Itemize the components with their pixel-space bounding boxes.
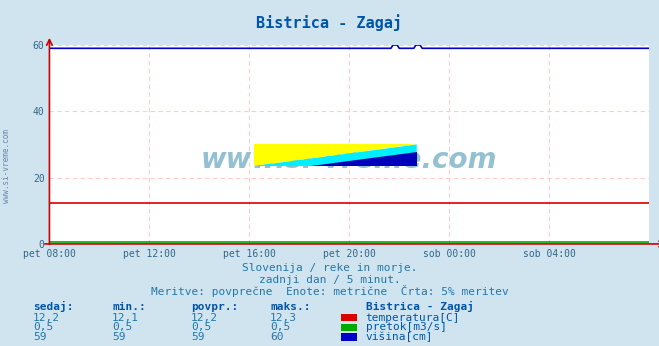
Polygon shape — [254, 145, 416, 166]
Text: 12,1: 12,1 — [112, 313, 139, 322]
Text: 0,5: 0,5 — [270, 322, 291, 332]
Text: temperatura[C]: temperatura[C] — [366, 313, 460, 322]
Text: 59: 59 — [33, 332, 46, 342]
Text: 59: 59 — [191, 332, 204, 342]
Text: povpr.:: povpr.: — [191, 302, 239, 312]
Text: 0,5: 0,5 — [112, 322, 132, 332]
Text: 12,3: 12,3 — [270, 313, 297, 322]
Text: 0,5: 0,5 — [191, 322, 212, 332]
Polygon shape — [311, 152, 416, 166]
Text: 0,5: 0,5 — [33, 322, 53, 332]
Text: Slovenija / reke in morje.: Slovenija / reke in morje. — [242, 263, 417, 273]
Text: www.si-vreme.com: www.si-vreme.com — [201, 146, 498, 174]
Polygon shape — [254, 145, 416, 166]
Text: pretok[m3/s]: pretok[m3/s] — [366, 322, 447, 332]
Text: 60: 60 — [270, 332, 283, 342]
Text: 12,2: 12,2 — [33, 313, 60, 322]
Text: min.:: min.: — [112, 302, 146, 312]
Text: Meritve: povprečne  Enote: metrične  Črta: 5% meritev: Meritve: povprečne Enote: metrične Črta:… — [151, 285, 508, 297]
Text: 12,2: 12,2 — [191, 313, 218, 322]
Text: 59: 59 — [112, 332, 125, 342]
Text: maks.:: maks.: — [270, 302, 310, 312]
Text: Bistrica - Zagaj: Bistrica - Zagaj — [366, 301, 474, 312]
Text: Bistrica - Zagaj: Bistrica - Zagaj — [256, 14, 403, 31]
Text: sedaj:: sedaj: — [33, 301, 73, 312]
Text: višina[cm]: višina[cm] — [366, 332, 433, 342]
Text: zadnji dan / 5 minut.: zadnji dan / 5 minut. — [258, 275, 401, 284]
Text: www.si-vreme.com: www.si-vreme.com — [2, 129, 11, 203]
